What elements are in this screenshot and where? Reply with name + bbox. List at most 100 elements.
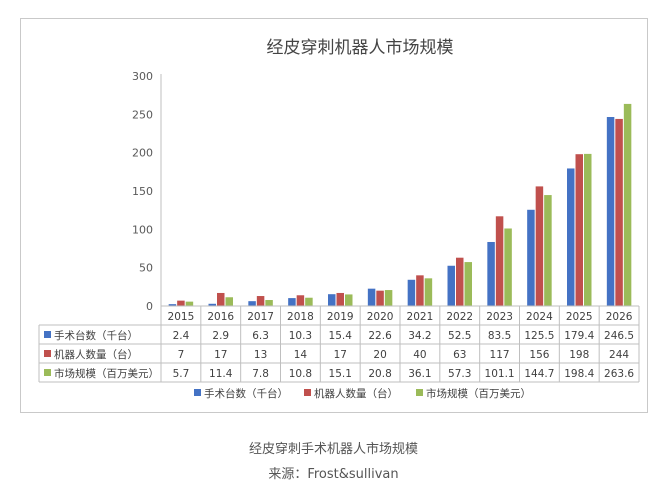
data-label: 6.3 bbox=[252, 330, 269, 342]
bar bbox=[504, 228, 512, 306]
x-tick-label: 2020 bbox=[367, 311, 394, 323]
x-tick-label: 2021 bbox=[407, 311, 434, 323]
table-legend-key bbox=[44, 331, 51, 338]
data-label: 14 bbox=[294, 349, 308, 361]
data-label: 5.7 bbox=[173, 368, 190, 380]
x-tick-label: 2022 bbox=[446, 311, 473, 323]
bar bbox=[495, 216, 504, 306]
data-label: 20 bbox=[373, 349, 386, 361]
data-label: 22.6 bbox=[368, 330, 392, 342]
bar bbox=[367, 288, 376, 306]
figure-caption: 经皮穿刺手术机器人市场规模 bbox=[248, 442, 418, 457]
bar bbox=[606, 117, 615, 307]
table-legend-key bbox=[44, 369, 51, 376]
data-label: 156 bbox=[529, 349, 549, 361]
data-label: 63 bbox=[453, 349, 466, 361]
data-label: 7 bbox=[178, 349, 185, 361]
data-label: 57.3 bbox=[448, 368, 471, 380]
data-label: 10.3 bbox=[289, 330, 312, 342]
data-label: 2.4 bbox=[173, 330, 190, 342]
legend-swatch bbox=[194, 389, 201, 396]
bar bbox=[217, 292, 225, 306]
bar bbox=[544, 195, 552, 306]
bar bbox=[296, 295, 305, 306]
bar bbox=[487, 241, 495, 306]
figure-source: 来源：Frost&sullivan bbox=[268, 467, 399, 482]
y-tick-label: 250 bbox=[132, 108, 153, 121]
bar bbox=[384, 290, 393, 306]
x-tick-label: 2023 bbox=[486, 311, 513, 323]
data-label: 52.5 bbox=[448, 330, 471, 342]
bar bbox=[584, 153, 592, 306]
data-label: 198.4 bbox=[564, 368, 594, 380]
table-legend-key bbox=[44, 350, 51, 357]
chart-title: 经皮穿刺机器人市场规模 bbox=[267, 38, 454, 58]
data-label: 15.4 bbox=[329, 330, 353, 342]
legend-swatch bbox=[304, 389, 311, 396]
bar bbox=[208, 303, 216, 306]
y-tick-label: 50 bbox=[139, 262, 153, 275]
x-tick-label: 2024 bbox=[526, 311, 553, 323]
data-label: 36.1 bbox=[408, 368, 431, 380]
data-label: 83.5 bbox=[488, 330, 511, 342]
legend-swatch bbox=[416, 389, 423, 396]
x-tick-label: 2026 bbox=[606, 311, 633, 323]
table-series-name: 手术台数（千台） bbox=[54, 329, 138, 342]
bar bbox=[527, 209, 535, 306]
bar bbox=[567, 168, 575, 306]
bar bbox=[177, 300, 185, 306]
x-tick-label: 2017 bbox=[247, 311, 274, 323]
data-label: 2.9 bbox=[212, 330, 229, 342]
bar bbox=[456, 257, 464, 306]
bar bbox=[345, 294, 353, 306]
x-tick-label: 2015 bbox=[168, 311, 195, 323]
bar bbox=[256, 296, 265, 306]
bar bbox=[376, 290, 384, 306]
data-label: 20.8 bbox=[368, 368, 391, 380]
x-tick-label: 2018 bbox=[287, 311, 314, 323]
bar bbox=[623, 103, 632, 306]
data-label: 125.5 bbox=[524, 330, 554, 342]
data-label: 101.1 bbox=[485, 368, 515, 380]
data-label: 34.2 bbox=[408, 330, 431, 342]
data-label: 40 bbox=[413, 349, 426, 361]
table-series-name: 机器人数量（台） bbox=[54, 348, 138, 361]
bar bbox=[225, 297, 233, 306]
x-tick-label: 2025 bbox=[566, 311, 593, 323]
data-label: 179.4 bbox=[564, 330, 594, 342]
x-tick-label: 2019 bbox=[327, 311, 354, 323]
bar bbox=[416, 275, 424, 306]
data-label: 17 bbox=[334, 349, 347, 361]
bar bbox=[407, 279, 416, 306]
bar bbox=[305, 297, 313, 306]
data-label: 13 bbox=[254, 349, 267, 361]
legend-label: 市场规模（百万美元） bbox=[426, 387, 531, 400]
y-tick-label: 100 bbox=[132, 223, 153, 236]
data-label: 263.6 bbox=[604, 368, 634, 380]
data-label: 198 bbox=[569, 349, 589, 361]
table-series-name: 市场规模（百万美元） bbox=[54, 367, 159, 380]
bar bbox=[424, 278, 433, 306]
bar bbox=[447, 265, 455, 306]
data-label: 117 bbox=[490, 349, 510, 361]
bar bbox=[185, 301, 194, 306]
bar bbox=[265, 300, 273, 306]
data-label: 246.5 bbox=[604, 330, 634, 342]
data-label: 144.7 bbox=[524, 368, 554, 380]
data-label: 10.8 bbox=[289, 368, 312, 380]
y-tick-label: 150 bbox=[132, 185, 153, 198]
bar bbox=[535, 186, 544, 306]
bar bbox=[328, 294, 336, 306]
bar bbox=[288, 298, 296, 306]
x-tick-label: 2016 bbox=[207, 311, 234, 323]
y-tick-label: 200 bbox=[132, 147, 153, 160]
data-label: 17 bbox=[214, 349, 227, 361]
bar bbox=[248, 301, 256, 306]
data-label: 7.8 bbox=[252, 368, 269, 380]
data-label: 11.4 bbox=[209, 368, 233, 380]
legend-label: 手术台数（千台） bbox=[204, 387, 288, 400]
bar bbox=[575, 154, 583, 306]
bar bbox=[464, 262, 472, 306]
chart-frame: 经皮穿刺机器人市场规模 0 50 100 150 200 250 300 2015 2016 201… bbox=[20, 18, 648, 413]
bar bbox=[615, 118, 623, 306]
